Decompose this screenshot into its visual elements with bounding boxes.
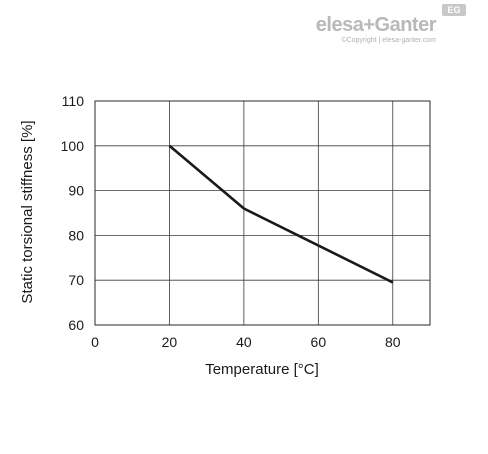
y-tick-label-110: 110 (62, 93, 85, 109)
y-tick-label-70: 70 (68, 272, 84, 288)
x-axis-label: Temperature [°C] (205, 361, 319, 378)
y-tick-label-80: 80 (68, 227, 84, 243)
series-line-0 (168, 144, 394, 284)
y-tick-label-90: 90 (68, 183, 84, 199)
series-group (168, 144, 394, 284)
copyright-text: ©Copyright | elesa-ganter.com (341, 37, 436, 44)
x-tick-label-60: 60 (311, 334, 327, 350)
brand-badge: EG (442, 4, 466, 16)
y-tick-labels: 60 70 80 90 100 110 (61, 93, 85, 333)
brand-logo: elesa+Ganter EG ©Copyright | elesa-gante… (296, 4, 466, 48)
x-tick-labels: 0 20 40 60 80 (91, 334, 401, 350)
chart-grid (95, 101, 430, 325)
plot-frame (94, 100, 431, 326)
x-tick-label-0: 0 (91, 334, 99, 350)
x-tick-label-40: 40 (236, 334, 252, 350)
x-tick-label-80: 80 (385, 334, 401, 350)
y-tick-label-100: 100 (61, 138, 85, 154)
y-tick-label-60: 60 (68, 317, 84, 333)
x-tick-label-20: 20 (162, 334, 178, 350)
brand-name: elesa+Ganter (315, 14, 437, 36)
y-axis-label: Static torsional stiffness [%] (19, 120, 36, 303)
